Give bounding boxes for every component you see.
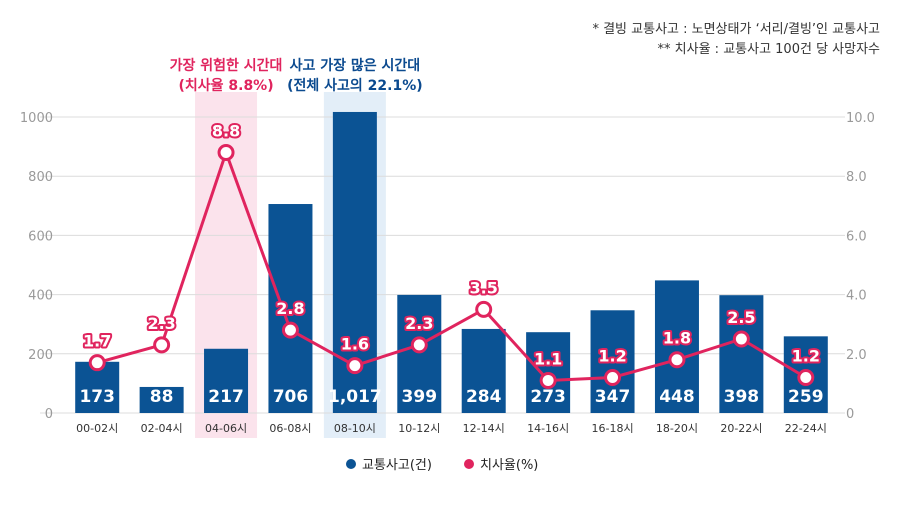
line-value-label: 2.3 [147,314,175,333]
line-value-label: 1.6 [341,335,369,354]
left-tick-label: 200 [28,348,53,363]
left-tick-label: 400 [28,289,53,304]
bar-value-label: 217 [208,387,244,407]
line-point [153,336,171,354]
line-value-label: 1.7 [83,332,111,351]
line-point [88,354,106,372]
x-tick-label: 14-16시 [527,422,569,435]
line-value-label: 3.5 [470,278,498,297]
right-axis-ticks: 0 2.0 4.0 6.0 8.0 10.0 [846,111,875,422]
right-tick-label: 6.0 [846,229,867,244]
line-value-label: 1.2 [598,346,626,365]
x-tick-label: 16-18시 [591,422,633,435]
line-value-label: 1.1 [534,349,562,368]
note-fatality-rate: ** 치사율 : 교통사고 100건 당 사망자수 [658,42,881,57]
line-point [797,368,815,386]
note-freezing-accident: * 결빙 교통사고 : 노면상태가 ‘서리/결빙’인 교통사고 [592,22,880,37]
line-point [475,300,493,318]
legend-marker-accidents [346,459,356,469]
bar-value-label: 398 [724,387,760,407]
x-tick-label: 18-20시 [656,422,698,435]
line-value-label: 8.8 [212,122,240,141]
bar [397,294,442,413]
bar-value-label: 259 [788,387,824,407]
bar-value-label: 347 [595,387,631,407]
line-point [668,351,686,369]
legend-marker-fatality [464,459,474,469]
x-tick-label: 02-04시 [141,422,183,435]
bar-series: 173 88 217 706 1,017 399 284 273 347 448 398 259 [75,111,828,413]
x-tick-label: 22-24시 [785,422,827,435]
line-point [281,321,299,339]
right-tick-label: 4.0 [846,289,867,304]
line-value-label: 2.5 [727,308,755,327]
line-point [539,371,557,389]
line-point [604,368,622,386]
x-tick-label: 20-22시 [720,422,762,435]
bar-value-label: 1,017 [328,387,382,407]
right-tick-label: 10.0 [846,111,875,126]
legend-label-accidents: 교통사고(건) [362,458,432,473]
legend-label-fatality: 치사율(%) [480,458,538,473]
right-tick-label: 2.0 [846,348,867,363]
left-tick-label: 600 [28,229,53,244]
bar-value-label: 399 [402,387,438,407]
bar [139,386,184,413]
chart-notes: * 결빙 교통사고 : 노면상태가 ‘서리/결빙’인 교통사고 ** 치사율 :… [592,22,880,57]
line-value-label: 2.8 [276,299,304,318]
bar-value-label: 88 [150,387,174,407]
highlight-annotations: 가장 위험한 시간대 (치사율 8.8%) 사고 가장 많은 시간대 (전체 사고의 … [170,57,423,94]
line-value-label: 2.3 [405,314,433,333]
bar [204,348,249,413]
x-tick-label: 08-10시 [334,422,376,435]
bar-value-label: 284 [466,387,502,407]
x-tick-label: 04-06시 [205,422,247,435]
bar [268,204,313,413]
highlight-annotation-0-line-0: 가장 위험한 시간대 [170,57,283,74]
bar-value-label: 448 [659,387,695,407]
bar-value-label: 173 [79,387,115,407]
line-point [217,144,235,162]
line-value-label: 1.2 [792,346,820,365]
bar [461,328,506,413]
right-tick-label: 8.0 [846,170,867,185]
highlight-annotation-1-line-1: (전체 사고의 22.1%) [287,77,423,94]
highlight-annotation-0-line-1: (치사율 8.8%) [178,77,273,94]
left-tick-label: 1000 [20,111,53,126]
legend: 교통사고(건) 치사율(%) [346,458,538,473]
bar [654,280,699,413]
x-tick-label: 00-02시 [76,422,118,435]
line-series: 1.7 2.3 8.8 2.8 1.6 2.3 3.5 1.1 1.2 1.8 2.5 1.2 [81,120,822,389]
left-axis-ticks: 0 200 400 600 800 1000 [20,111,53,422]
line-point [732,330,750,348]
left-tick-label: 0 [45,407,53,422]
highlight-annotation-1-line-0: 사고 가장 많은 시간대 [290,57,421,74]
left-tick-label: 800 [28,170,53,185]
fatality-rate-line [96,151,807,382]
line-value-label: 1.8 [663,329,691,348]
bar-value-label: 273 [530,387,566,407]
x-tick-label: 12-14시 [463,422,505,435]
bar [590,310,635,413]
right-tick-label: 0 [846,407,854,422]
bar [719,295,764,413]
bar-value-label: 706 [273,387,309,407]
x-tick-label: 06-08시 [269,422,311,435]
x-tick-label: 10-12시 [398,422,440,435]
line-point [410,336,428,354]
line-point [346,357,364,375]
x-axis-ticks: 00-02시 02-04시 04-06시 06-08시 08-10시 10-12시 12-1… [76,422,827,435]
